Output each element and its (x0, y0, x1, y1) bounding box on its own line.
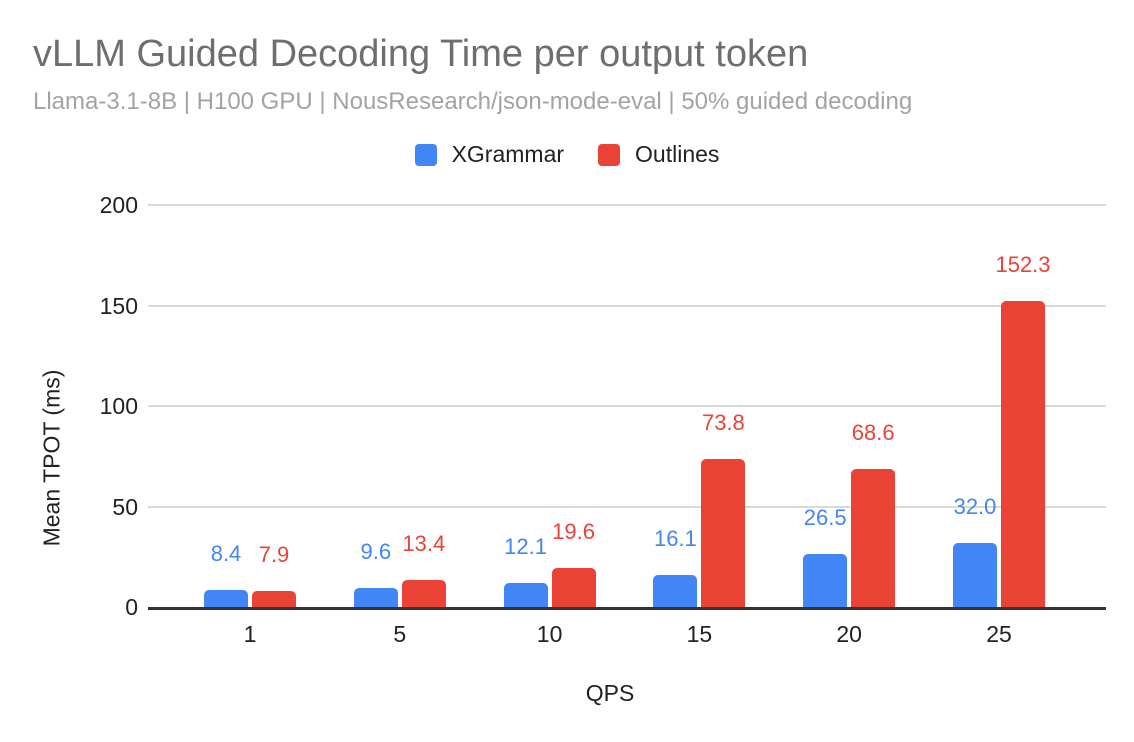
legend-swatch-icon (598, 143, 621, 166)
bar-xgrammar-qps-5 (353, 587, 398, 607)
legend-label: Outlines (635, 141, 720, 167)
bar-group-qps-15: 16.1 73.8 (653, 205, 746, 607)
bar-column-xgrammar: 16.1 (653, 205, 698, 607)
bar-value-label-outlines: 68.6 (851, 420, 895, 446)
bar-column-xgrammar: 12.1 (503, 205, 548, 607)
plot-area: 8.4 7.9 9.6 13.4 12.1 19.6 16.1 73.8 26.5 68.6 32.… (148, 204, 1106, 610)
bar-column-outlines: 19.6 (551, 205, 596, 607)
legend-swatch-icon (414, 143, 437, 166)
x-tick-label-25: 25 (986, 621, 1012, 647)
bar-value-label-xgrammar: 32.0 (953, 493, 997, 519)
bar-outlines-qps-15 (701, 458, 746, 607)
bar-value-label-xgrammar: 9.6 (360, 538, 392, 564)
gridline-100 (148, 405, 1106, 407)
bar-group-qps-5: 9.6 13.4 (353, 205, 446, 607)
legend-item-outlines: Outlines (598, 141, 719, 168)
bar-xgrammar-qps-20 (803, 553, 848, 607)
bar-column-outlines: 73.8 (701, 205, 746, 607)
x-tick-label-5: 5 (393, 621, 407, 647)
bar-value-label-outlines: 73.8 (701, 409, 745, 435)
y-tick-label-200: 200 (99, 192, 138, 218)
bar-group-qps-10: 12.1 19.6 (503, 205, 596, 607)
bar-group-qps-25: 32.0 152.3 (953, 205, 1051, 607)
bar-xgrammar-qps-15 (653, 574, 698, 607)
bar-value-label-outlines: 13.4 (402, 531, 446, 557)
bar-column-outlines: 13.4 (401, 205, 446, 607)
y-tick-label-100: 100 (99, 393, 138, 419)
bar-outlines-qps-5 (401, 580, 446, 607)
bar-column-outlines: 7.9 (252, 205, 296, 607)
bar-xgrammar-qps-10 (503, 582, 548, 607)
x-axis-title: QPS (585, 680, 635, 706)
gridline-200 (148, 204, 1106, 206)
legend: XGrammar Outlines (0, 141, 1134, 168)
bar-column-xgrammar: 9.6 (353, 205, 398, 607)
y-tick-label-150: 150 (99, 292, 138, 319)
chart-title: vLLM Guided Decoding Time per output tok… (33, 33, 809, 75)
y-tick-label-50: 50 (112, 493, 138, 520)
bar-xgrammar-qps-25 (953, 542, 997, 607)
gridline-150 (148, 304, 1106, 307)
bar-column-xgrammar: 26.5 (803, 205, 848, 607)
bar-column-outlines: 68.6 (851, 205, 896, 607)
x-tick-label-1: 1 (243, 621, 257, 647)
bar-group-qps-1: 8.4 7.9 (204, 205, 296, 607)
bar-value-label-outlines: 19.6 (552, 518, 595, 544)
bar-group-qps-20: 26.5 68.6 (803, 205, 896, 607)
bar-value-label-xgrammar: 8.4 (210, 541, 242, 567)
x-axis-line (148, 607, 1106, 610)
bar-column-xgrammar: 32.0 (953, 205, 997, 607)
bar-column-outlines: 152.3 (995, 205, 1051, 607)
x-tick-label-15: 15 (686, 621, 713, 647)
chart-subtitle: Llama-3.1-8B | H100 GPU | NousResearch/j… (33, 88, 913, 115)
x-tick-label-20: 20 (836, 621, 862, 647)
bar-column-xgrammar: 8.4 (204, 205, 248, 607)
bar-value-label-outlines: 7.9 (258, 542, 290, 568)
legend-item-xgrammar: XGrammar (414, 141, 565, 168)
bar-outlines-qps-1 (252, 591, 296, 607)
legend-label: XGrammar (451, 141, 565, 167)
bar-outlines-qps-20 (851, 469, 896, 607)
gridline-50 (148, 505, 1106, 508)
y-tick-label-0: 0 (125, 594, 138, 620)
bar-value-label-xgrammar: 16.1 (653, 525, 697, 551)
bar-value-label-outlines: 152.3 (995, 251, 1051, 277)
bar-value-label-xgrammar: 12.1 (504, 533, 547, 559)
bar-value-label-xgrammar: 26.5 (803, 504, 847, 530)
bar-xgrammar-qps-1 (204, 590, 248, 607)
bar-outlines-qps-25 (1001, 300, 1045, 607)
bar-outlines-qps-10 (551, 567, 596, 607)
x-tick-label-10: 10 (536, 621, 563, 647)
